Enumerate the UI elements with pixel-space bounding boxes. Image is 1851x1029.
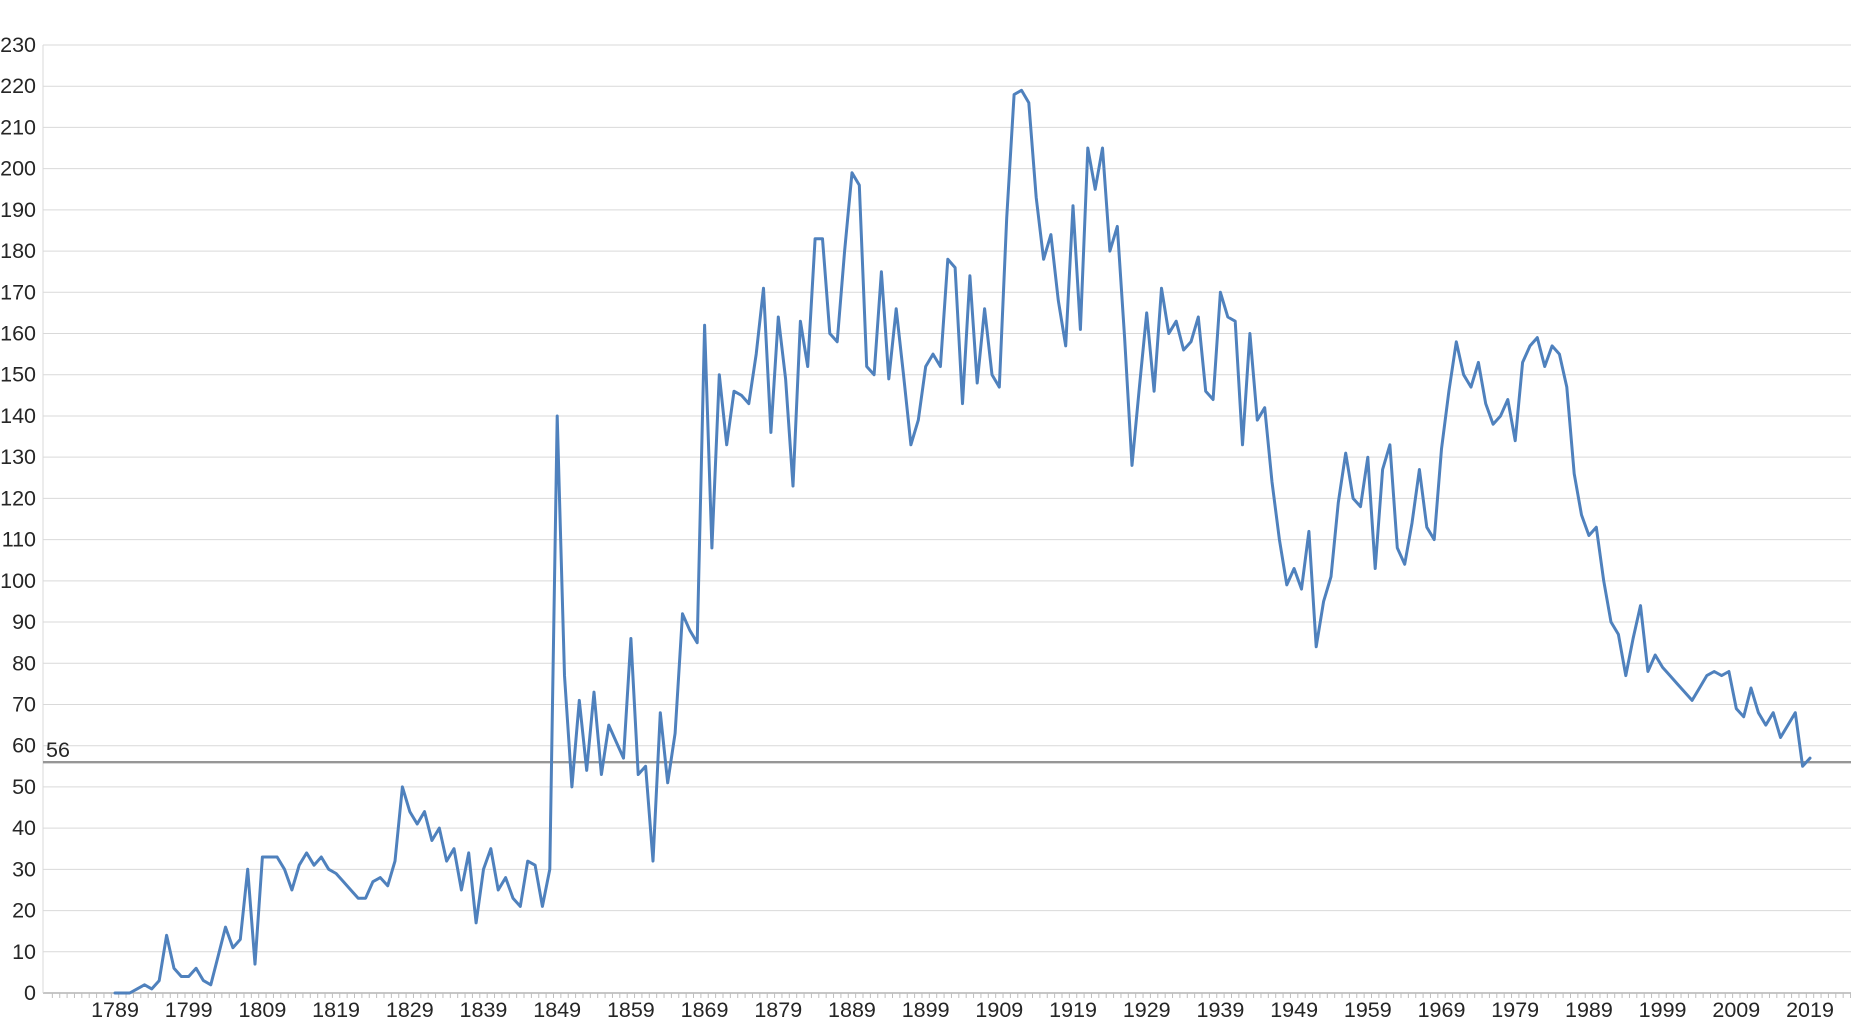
y-tick-label: 110	[2, 528, 36, 552]
x-tick-label: 1919	[1049, 998, 1097, 1022]
x-tick-label: 2009	[1712, 998, 1760, 1022]
y-tick-label: 40	[12, 816, 36, 840]
y-tick-label: 30	[12, 857, 36, 881]
y-tick-label: 210	[0, 115, 36, 139]
y-tick-label: 190	[0, 198, 36, 222]
y-tick-label: 180	[0, 239, 36, 263]
x-tick-label: 1839	[460, 998, 508, 1022]
y-tick-label: 160	[0, 322, 36, 346]
y-tick-label: 100	[0, 569, 36, 593]
x-tick-label: 1809	[238, 998, 286, 1022]
y-tick-label: 50	[12, 775, 36, 799]
x-tick-label: 1799	[165, 998, 213, 1022]
y-tick-label: 220	[0, 74, 36, 98]
x-tick-label: 1889	[828, 998, 876, 1022]
x-tick-label: 1879	[754, 998, 802, 1022]
x-tick-label: 2019	[1786, 998, 1834, 1022]
y-tick-label: 170	[0, 280, 36, 304]
y-tick-label: 230	[0, 33, 36, 57]
y-tick-label: 150	[0, 363, 36, 387]
y-tick-label: 90	[12, 610, 36, 634]
y-tick-label: 140	[0, 404, 36, 428]
y-tick-label: 130	[0, 445, 36, 469]
y-tick-label: 200	[0, 157, 36, 181]
x-tick-label: 1939	[1197, 998, 1245, 1022]
y-tick-label: 70	[12, 692, 36, 716]
x-tick-label: 1789	[91, 998, 139, 1022]
x-tick-label: 1909	[975, 998, 1023, 1022]
reference-line-label: 56	[46, 738, 70, 762]
x-tick-label: 1979	[1491, 998, 1539, 1022]
x-tick-label: 1829	[386, 998, 434, 1022]
data-line	[113, 88, 1812, 995]
y-tick-label: 120	[0, 486, 36, 510]
y-tick-label: 20	[12, 899, 36, 923]
y-tick-label: 80	[12, 651, 36, 675]
y-tick-label: 60	[12, 734, 36, 758]
x-tick-label: 1989	[1565, 998, 1613, 1022]
x-tick-label: 1929	[1123, 998, 1171, 1022]
x-tick-label: 1959	[1344, 998, 1392, 1022]
x-tick-label: 1999	[1639, 998, 1687, 1022]
x-tick-label: 1899	[902, 998, 950, 1022]
x-tick-label: 1819	[312, 998, 360, 1022]
x-tick-label: 1849	[533, 998, 581, 1022]
x-tick-label: 1869	[681, 998, 729, 1022]
y-tick-label: 10	[12, 940, 36, 964]
x-tick-label: 1859	[607, 998, 655, 1022]
x-tick-label: 1969	[1418, 998, 1466, 1022]
y-tick-label: 0	[24, 981, 36, 1005]
x-tick-label: 1949	[1270, 998, 1318, 1022]
